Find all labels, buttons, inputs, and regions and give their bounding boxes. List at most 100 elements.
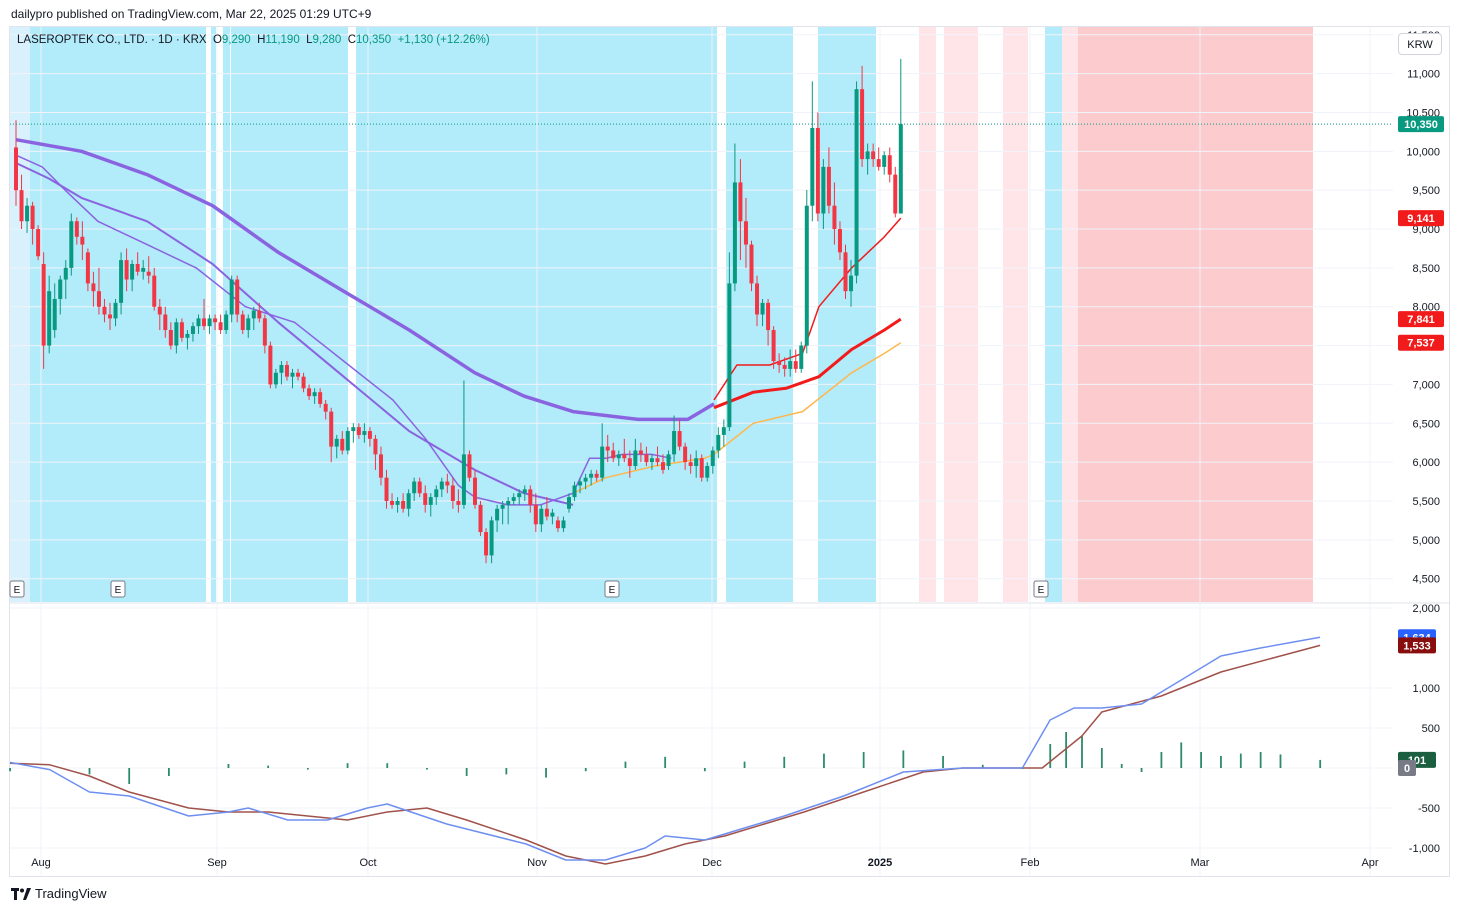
candle-body (367, 431, 372, 439)
time-tick-label: Feb (1021, 857, 1040, 869)
candle-body (102, 306, 107, 315)
candle-body (484, 532, 489, 556)
histogram-bar (227, 764, 230, 768)
candle-body (185, 333, 190, 338)
candle-body (544, 508, 549, 517)
candle-body (174, 322, 179, 346)
candle-body (168, 330, 173, 346)
signal-line (9, 644, 1321, 865)
candle-body (694, 458, 699, 467)
earnings-marker[interactable]: E (604, 580, 620, 598)
candle-body (273, 372, 278, 385)
candle-body (815, 128, 820, 214)
histogram-bar (1180, 742, 1183, 768)
candle-body (113, 302, 118, 319)
candle-body (318, 392, 323, 404)
candle-body (47, 291, 52, 346)
candle-body (146, 271, 151, 276)
candle-body (633, 450, 638, 467)
histogram-bar (1220, 756, 1222, 768)
tradingview-brand[interactable]: TradingView (11, 886, 107, 901)
close-value: 10,350 (356, 34, 392, 46)
macd-tick-label: -1,000 (1409, 843, 1440, 855)
price-label-text: 10,350 (1404, 119, 1438, 131)
earnings-marker[interactable]: E (9, 580, 25, 598)
macd-tick-label: -500 (1418, 803, 1440, 815)
candle-body (69, 221, 74, 268)
candle-body (788, 361, 793, 369)
macd-value-badge: 1,533 (1398, 637, 1436, 654)
candle-body (329, 411, 334, 447)
candle-body (539, 508, 544, 525)
histogram-bar (386, 763, 389, 768)
price-tick-label: 8,000 (1412, 302, 1440, 314)
candle-body (793, 361, 798, 369)
background-band (1078, 27, 1313, 602)
candle-body (777, 361, 782, 366)
candle-body (157, 306, 162, 315)
macd-tick-label: 500 (1422, 723, 1440, 735)
price-label-badge: 7,537 (1398, 334, 1444, 351)
candle-body (666, 454, 671, 467)
candle-body (130, 263, 135, 280)
macd-tick-label: 2,000 (1412, 603, 1440, 615)
currency-button[interactable]: KRW (1398, 33, 1442, 55)
candle-body (30, 205, 35, 230)
candle-body (600, 446, 605, 478)
candle-body (837, 229, 842, 253)
histogram-bar (1200, 752, 1202, 768)
price-tick-label: 5,500 (1412, 496, 1440, 508)
candle-body (384, 477, 389, 501)
candle-body (661, 462, 666, 470)
earnings-marker-label: E (1038, 585, 1045, 596)
candle-body (649, 458, 654, 463)
histogram-bar (1049, 744, 1052, 768)
candle-body (528, 489, 533, 505)
candle-body (74, 221, 79, 237)
macd-tick-label: 1,000 (1412, 683, 1440, 695)
histogram-bar (981, 764, 984, 768)
candle-body (495, 508, 500, 521)
candle-body (611, 450, 616, 459)
candle-body (279, 365, 284, 373)
candle-body (445, 481, 450, 486)
change-value: +1,130 (+12.26%) (397, 34, 490, 46)
candle-body (412, 481, 417, 494)
histogram-bar (1239, 753, 1242, 768)
candle-body (36, 229, 41, 257)
macd-value-text: 1,533 (1403, 640, 1431, 652)
histogram-bar (1081, 736, 1083, 768)
candle-body (865, 151, 870, 160)
earnings-marker-label: E (609, 585, 616, 596)
candle-body (224, 314, 229, 331)
candle-body (251, 310, 256, 319)
open-label: O (212, 34, 222, 46)
histogram-bar (88, 768, 91, 775)
candle-body (622, 454, 627, 459)
earnings-marker[interactable]: E (1033, 580, 1049, 598)
candle-body (578, 481, 583, 486)
earnings-marker[interactable]: E (110, 580, 126, 598)
candle-body (472, 477, 477, 505)
high-label: H (257, 34, 266, 46)
candle-body (268, 345, 273, 385)
earnings-marker-label: E (14, 585, 21, 596)
ma-red-fast-line (713, 217, 902, 401)
candle-body (478, 504, 483, 533)
candle-body (500, 504, 505, 509)
grid-lines (10, 27, 1450, 876)
candle-body (517, 493, 522, 498)
candle-body (163, 314, 168, 331)
histogram-bar (743, 761, 746, 768)
candle-body (821, 166, 826, 214)
symbol-name: LASEROPTEK CO., LTD. · 1D · KRX (17, 34, 207, 46)
candle-body (854, 89, 859, 276)
close-label: C (347, 34, 357, 46)
histogram-bar (168, 768, 170, 776)
candle-body (738, 182, 743, 222)
candle-body (246, 318, 251, 331)
candle-body (439, 481, 444, 490)
candle-body (871, 151, 876, 160)
candle-body (760, 302, 765, 315)
